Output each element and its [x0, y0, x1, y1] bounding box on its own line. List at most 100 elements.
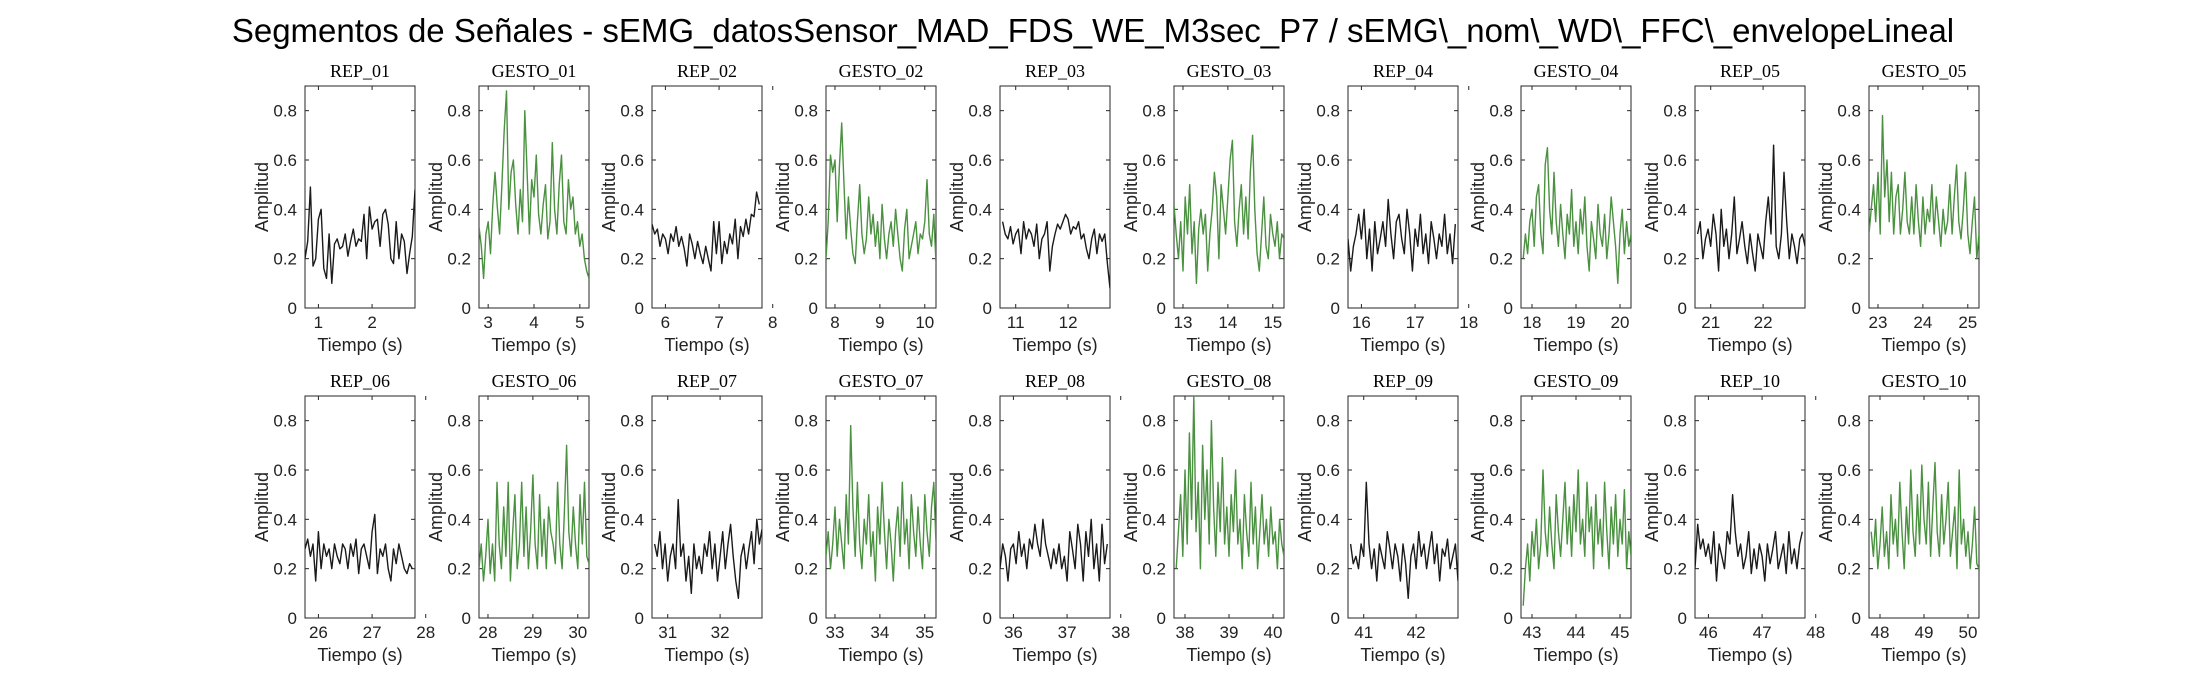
y-tick-label: 0.8 [968, 102, 992, 121]
x-tick-label: 11 [1007, 313, 1025, 332]
x-tick-label: 5 [575, 313, 584, 332]
y-tick-label: 0.8 [794, 102, 818, 121]
y-axis-label: Amplitud [1816, 472, 1836, 542]
y-tick-label: 0.2 [1316, 560, 1340, 579]
x-tick-label: 22 [1754, 313, 1773, 332]
y-tick-label: 0.6 [794, 151, 818, 170]
x-tick-label: 10 [915, 313, 934, 332]
x-tick-label: 31 [658, 623, 677, 642]
x-tick-label: 21 [1701, 313, 1720, 332]
x-axis-label: Tiempo (s) [838, 335, 923, 355]
y-tick-label: 0.2 [1489, 560, 1513, 579]
y-axis-label: Amplitud [947, 472, 967, 542]
axes-box [1173, 395, 1285, 619]
y-tick-label: 0 [1331, 299, 1340, 318]
y-tick-label: 0 [635, 299, 644, 318]
signal-line [826, 122, 936, 272]
y-tick-label: 0.2 [1837, 250, 1861, 269]
subplot-gesto-06: GESTO_06 0 0.2 0.4 0.6 0.8 28 29 30 Tiempo (s) Amp… [426, 371, 590, 665]
axes-box [1347, 395, 1459, 619]
x-tick-label: 3 [483, 313, 492, 332]
y-tick-label: 0.6 [1142, 461, 1166, 480]
subplot-rep-04: REP_04 0 0.2 0.4 0.6 0.8 16 17 18 Tiempo (s) Ampli… [1295, 61, 1478, 355]
x-tick-label: 44 [1567, 623, 1586, 642]
axes-box [1173, 85, 1285, 309]
x-axis-label: Tiempo (s) [1012, 645, 1097, 665]
x-tick-label: 43 [1523, 623, 1542, 642]
y-tick-label: 0.6 [620, 461, 644, 480]
signal-line [479, 90, 589, 280]
y-axis-label: Amplitud [1642, 472, 1662, 542]
axes-box [304, 85, 416, 309]
axes-box [1694, 395, 1806, 619]
x-tick-label: 38 [1111, 623, 1130, 642]
y-tick-label: 0.4 [1837, 510, 1861, 529]
x-tick-label: 45 [1611, 623, 1630, 642]
x-tick-label: 1 [314, 313, 323, 332]
y-tick-label: 0.2 [273, 560, 297, 579]
subplot-rep-03: REP_03 0 0.2 0.4 0.6 0.8 11 12 Tiempo (s) Amplitu… [947, 61, 1111, 355]
y-tick-label: 0.4 [794, 200, 818, 219]
y-tick-label: 0 [1157, 299, 1166, 318]
y-tick-label: 0.2 [794, 250, 818, 269]
subplot-title: REP_02 [677, 61, 737, 81]
x-tick-label: 23 [1869, 313, 1888, 332]
subplot-rep-02: REP_02 0 0.2 0.4 0.6 0.8 6 7 8 Tiempo (s) Amplitud [599, 61, 777, 355]
y-tick-label: 0.4 [968, 200, 992, 219]
y-tick-label: 0 [462, 609, 471, 628]
y-tick-label: 0.4 [273, 510, 297, 529]
y-tick-label: 0 [1157, 609, 1166, 628]
y-tick-label: 0.6 [447, 151, 471, 170]
axes-box [825, 85, 937, 309]
signal-line [1869, 114, 1979, 260]
y-axis-label: Amplitud [773, 162, 793, 232]
y-axis-label: Amplitud [252, 472, 272, 542]
subplot-rep-10: REP_10 0 0.2 0.4 0.6 0.8 46 47 48 Tiempo (s) Ampli… [1642, 371, 1825, 665]
x-tick-label: 40 [1264, 623, 1283, 642]
y-tick-label: 0 [288, 609, 297, 628]
y-tick-label: 0.4 [1489, 510, 1513, 529]
subplot-title: GESTO_04 [1534, 61, 1619, 81]
x-tick-label: 18 [1523, 313, 1542, 332]
subplot-gesto-03: GESTO_03 0 0.2 0.4 0.6 0.8 13 14 15 Tiempo (s) Amp… [1121, 61, 1285, 355]
y-tick-label: 0.4 [1142, 200, 1166, 219]
y-tick-label: 0.4 [1316, 510, 1340, 529]
y-tick-label: 0.2 [1837, 560, 1861, 579]
y-tick-label: 0.4 [1663, 200, 1687, 219]
subplot-rep-06: REP_06 0 0.2 0.4 0.6 0.8 26 27 28 Tiempo (s) Ampli… [252, 371, 435, 665]
y-tick-label: 0.8 [1837, 412, 1861, 431]
y-tick-label: 0.8 [447, 412, 471, 431]
y-axis-label: Amplitud [1642, 162, 1662, 232]
y-tick-label: 0.8 [273, 102, 297, 121]
signal-line [652, 191, 760, 272]
y-tick-label: 0.6 [968, 151, 992, 170]
y-tick-label: 0 [809, 299, 818, 318]
y-tick-label: 0.8 [1316, 102, 1340, 121]
y-tick-label: 0 [1504, 609, 1513, 628]
subplot-rep-08: REP_08 0 0.2 0.4 0.6 0.8 36 37 38 Tiempo (s) Ampli… [947, 371, 1130, 665]
y-tick-label: 0.8 [968, 412, 992, 431]
y-axis-label: Amplitud [1816, 162, 1836, 232]
x-axis-label: Tiempo (s) [1186, 645, 1271, 665]
y-tick-label: 0.8 [1489, 412, 1513, 431]
x-tick-label: 2 [367, 313, 376, 332]
subplot-title: REP_08 [1025, 371, 1085, 391]
x-tick-label: 15 [1263, 313, 1282, 332]
figure-title: Segmentos de Señales - sEMG_datosSensor_… [232, 12, 1954, 49]
y-tick-label: 0 [1331, 609, 1340, 628]
subplot-title: REP_10 [1720, 371, 1780, 391]
x-tick-label: 18 [1459, 313, 1478, 332]
subplot-title: GESTO_10 [1882, 371, 1967, 391]
x-tick-label: 26 [309, 623, 328, 642]
y-axis-label: Amplitud [1468, 162, 1488, 232]
y-tick-label: 0.2 [968, 560, 992, 579]
y-tick-label: 0.8 [273, 412, 297, 431]
axes-box [1868, 85, 1980, 309]
y-axis-label: Amplitud [1468, 472, 1488, 542]
x-tick-label: 9 [875, 313, 884, 332]
signal-line [1696, 144, 1805, 272]
signal-line [653, 498, 762, 599]
axes-box [304, 395, 416, 619]
x-tick-label: 6 [661, 313, 670, 332]
signal-line [1348, 198, 1456, 272]
